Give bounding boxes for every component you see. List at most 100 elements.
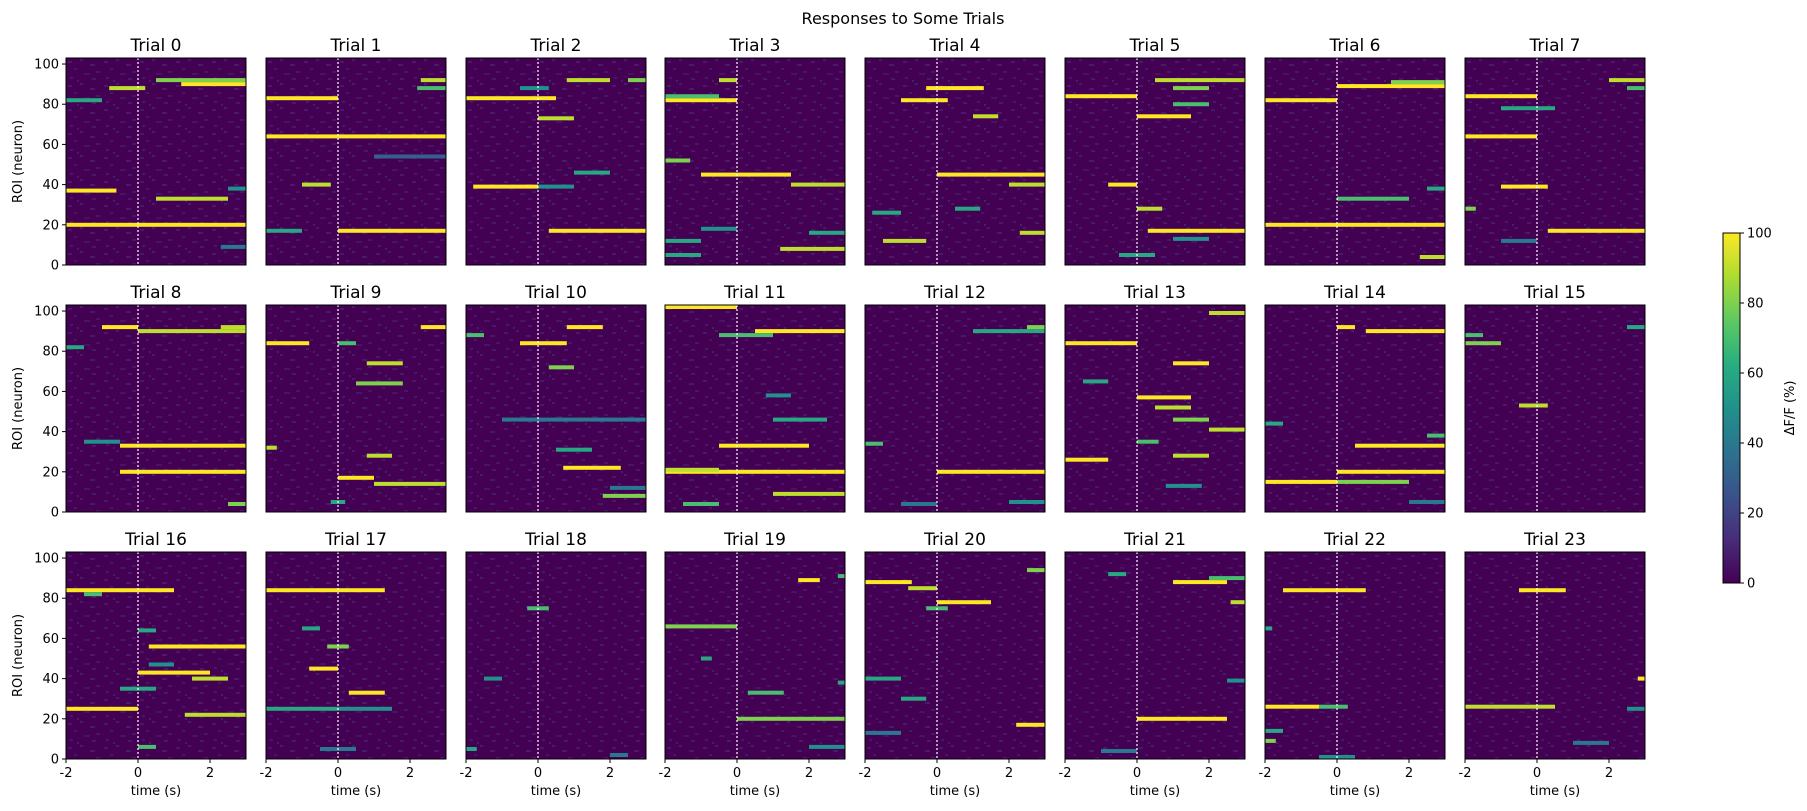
response-band	[538, 184, 574, 189]
x-tick-label: -2	[1259, 766, 1272, 781]
heatmap-background	[865, 552, 1045, 759]
response-band	[1283, 588, 1366, 593]
x-tick-label: 2	[1005, 766, 1013, 781]
response-band	[973, 329, 1045, 334]
response-band	[1637, 676, 1645, 681]
response-band	[955, 206, 981, 211]
response-band	[109, 86, 146, 91]
response-band	[266, 228, 302, 233]
response-band	[417, 86, 446, 91]
panel-trial-7: Trial 7	[1464, 36, 1646, 266]
heatmap-background	[1265, 305, 1445, 512]
response-band	[1137, 716, 1227, 721]
response-band	[865, 580, 912, 585]
response-band	[865, 676, 901, 681]
response-band	[747, 690, 784, 695]
heatmap-background	[266, 552, 446, 759]
panel-title: Trial 13	[1123, 283, 1186, 303]
panel-frame	[664, 304, 846, 513]
response-band	[628, 78, 646, 83]
response-band	[1027, 325, 1045, 330]
panel-title: Trial 18	[524, 530, 587, 550]
response-band	[138, 670, 210, 675]
response-band	[1230, 600, 1245, 605]
heatmap-background	[865, 305, 1045, 512]
colorbar-tick-label: 80	[1747, 297, 1764, 312]
panel-title: Trial 0	[130, 36, 182, 56]
heatmap-background	[66, 305, 246, 512]
response-band	[1265, 222, 1445, 227]
x-tick-label: -2	[859, 766, 872, 781]
response-band	[773, 417, 827, 422]
panel-title: Trial 5	[1129, 36, 1181, 56]
response-band	[184, 712, 246, 717]
x-tick-label: 0	[1133, 766, 1141, 781]
response-band	[1009, 500, 1045, 504]
x-axis-label: time (s)	[531, 784, 581, 799]
panel-frame	[265, 304, 447, 513]
heatmap-background	[66, 58, 246, 265]
response-band	[665, 94, 719, 99]
panel-title: Trial 2	[530, 36, 582, 56]
y-axis-label: ROI (neuron)	[11, 614, 26, 697]
response-band	[327, 644, 349, 649]
y-tick-label: 20	[42, 712, 59, 727]
y-tick-label: 60	[42, 632, 59, 647]
panel-trial-23: Trial 23 -2 0 2 time (s)	[1459, 530, 1646, 799]
response-band	[1265, 98, 1337, 103]
heatmap-background	[266, 305, 446, 512]
response-band	[1627, 706, 1645, 711]
heatmap-background	[1465, 305, 1645, 512]
response-band	[66, 345, 84, 350]
panel-title: Trial 11	[723, 283, 786, 303]
panel-title: Trial 17	[324, 530, 387, 550]
x-tick-label: -2	[1459, 766, 1472, 781]
response-band	[1337, 469, 1445, 474]
panel-trial-19: Trial 19 -2 0 2 time (s)	[659, 530, 846, 799]
heatmap-background	[1465, 58, 1645, 265]
response-band	[574, 170, 610, 175]
response-band	[901, 502, 937, 506]
response-band	[1137, 114, 1191, 119]
heatmap-background	[466, 58, 646, 265]
response-band	[719, 78, 737, 83]
response-band	[1083, 379, 1109, 384]
response-band	[302, 626, 320, 631]
panel-frame	[664, 57, 846, 266]
panel-title: Trial 19	[723, 530, 786, 550]
response-band	[1101, 749, 1137, 753]
panel-trial-5: Trial 5	[1064, 36, 1246, 266]
panel-title: Trial 4	[929, 36, 981, 56]
response-band	[138, 628, 156, 633]
response-band	[1265, 704, 1319, 709]
panel-frame	[864, 551, 1046, 760]
panel-frame	[1064, 304, 1246, 513]
response-band	[66, 98, 102, 103]
response-band	[701, 656, 712, 661]
response-band	[1465, 704, 1555, 709]
response-band	[338, 706, 392, 711]
panel-frame	[1064, 57, 1246, 266]
response-band	[1465, 333, 1483, 338]
x-tick-label: -2	[460, 766, 473, 781]
response-band	[701, 172, 791, 177]
x-axis-label: time (s)	[1530, 784, 1580, 799]
response-band	[1016, 722, 1045, 727]
panel-trial-22: Trial 22 -2 0 2 time (s)	[1259, 530, 1446, 799]
x-axis-label: time (s)	[1130, 784, 1180, 799]
heatmap-background	[1065, 552, 1245, 759]
response-band	[665, 624, 737, 629]
response-band	[338, 228, 446, 233]
x-tick-label: -2	[1059, 766, 1072, 781]
response-band	[610, 485, 646, 490]
panel-title: Trial 23	[1523, 530, 1586, 550]
panel-trial-4: Trial 4	[864, 36, 1046, 266]
response-band	[1419, 255, 1445, 259]
panel-title: Trial 9	[330, 283, 382, 303]
panel-title: Trial 1	[330, 36, 382, 56]
response-band	[1319, 704, 1348, 709]
x-tick-label: 2	[805, 766, 813, 781]
response-band	[937, 172, 1045, 177]
x-tick-label: 0	[134, 766, 142, 781]
